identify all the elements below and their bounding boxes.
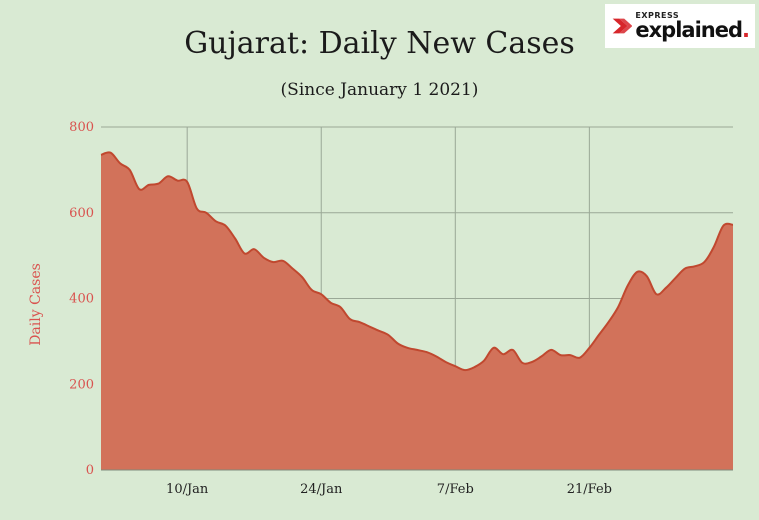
x-tick-label: 7/Feb	[437, 482, 474, 497]
logo-main-text: explained.	[635, 17, 750, 42]
chart-title: Gujarat: Daily New Cases	[184, 26, 575, 61]
chart-subtitle: (Since January 1 2021)	[280, 80, 479, 100]
y-tick-label: 800	[69, 120, 94, 135]
y-axis-label: Daily Cases	[28, 263, 44, 346]
axis-layer: 0 200 400 600 800 10/Jan 24/Jan 7/Feb 21/Feb Dail…	[28, 120, 733, 497]
x-tick-label: 24/Jan	[300, 482, 343, 497]
y-tick-label: 0	[86, 463, 94, 478]
area-series-fill	[101, 152, 733, 470]
y-tick-label: 600	[69, 206, 94, 221]
express-explained-logo: EXPRESS explained.	[605, 4, 755, 48]
area-series-line	[100, 151, 734, 372]
express-logo-icon	[612, 18, 633, 34]
area-layer	[100, 151, 734, 470]
x-tick-label: 10/Jan	[166, 482, 209, 497]
x-tick-label: 21/Feb	[567, 482, 612, 497]
y-tick-label: 200	[69, 377, 94, 392]
logo-top-text: EXPRESS	[635, 10, 680, 20]
y-tick-label: 400	[69, 292, 94, 307]
